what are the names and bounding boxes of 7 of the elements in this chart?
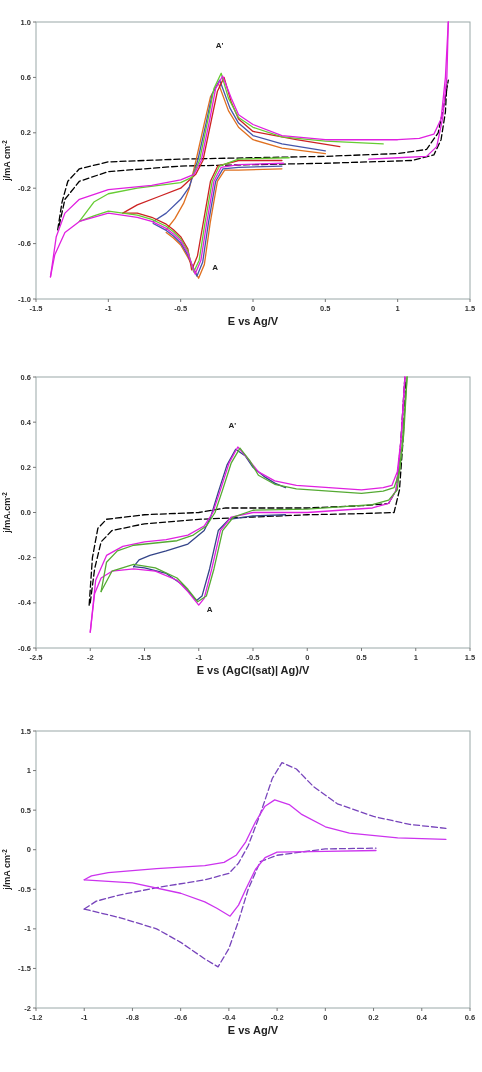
- annotation: A: [212, 262, 219, 272]
- annotation: A': [228, 421, 237, 431]
- annotation: A': [215, 41, 224, 51]
- x-axis-title: E vs Ag/V: [227, 1024, 279, 1036]
- annotation: A: [206, 604, 213, 614]
- x-axis-title: E vs Ag/V: [227, 315, 279, 327]
- x-axis-title: E vs (AgCl(sat)| Ag)/V: [196, 664, 310, 676]
